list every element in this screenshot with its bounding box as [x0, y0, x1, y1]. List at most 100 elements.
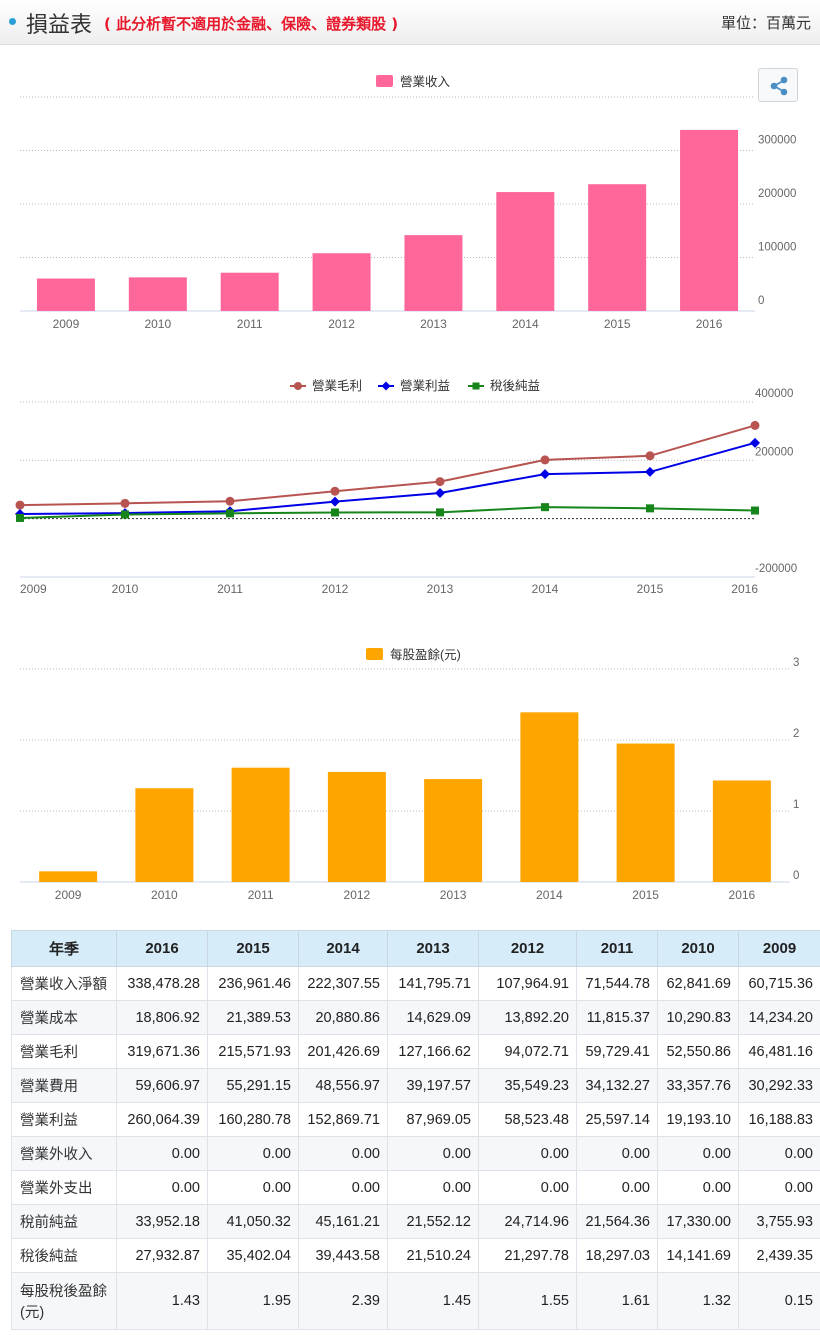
- x-axis-tick-label: 2013: [440, 888, 467, 902]
- legend-label: 營業利益: [400, 378, 450, 393]
- revenue-bar: [128, 277, 187, 311]
- x-axis-tick-label: 2016: [731, 582, 758, 596]
- row-label: 營業成本: [11, 1000, 117, 1035]
- eps-bar: [231, 767, 290, 882]
- table-cell-value: 45,161.21: [298, 1204, 388, 1239]
- y-axis-tick-label: 200000: [758, 188, 796, 200]
- table-cell-value: 215,571.93: [207, 1034, 299, 1069]
- data-point-marker: [750, 437, 760, 448]
- table-cell-value: 319,671.36: [116, 1034, 208, 1069]
- table-cell-value: 21,297.78: [478, 1238, 577, 1273]
- table-cell-value: 127,166.62: [387, 1034, 479, 1069]
- row-label: 營業毛利: [11, 1034, 117, 1069]
- revenue-bar: [588, 184, 647, 311]
- eps-bar: [327, 771, 386, 882]
- series-line: [19, 441, 756, 515]
- table-cell-value: 21,389.53: [207, 1000, 299, 1035]
- column-header-year: 2014: [298, 930, 388, 967]
- data-point-marker: [540, 455, 550, 465]
- income-statement-table: 年季 2016 2015 2014 2013 2012 2011 2010 2009 營業收入淨…: [11, 930, 820, 1330]
- y-axis-tick-label: 2: [793, 728, 799, 740]
- row-label: 營業外收入: [11, 1136, 117, 1171]
- x-axis-tick-label: 2013: [420, 317, 447, 331]
- x-axis-tick-label: 2014: [536, 888, 563, 902]
- data-point-marker: [646, 504, 654, 513]
- table-cell-value: 0.00: [738, 1170, 820, 1205]
- y-axis-tick-label: 0: [793, 870, 799, 882]
- x-axis-tick-label: 2011: [248, 888, 274, 902]
- legend-marker: [381, 381, 391, 391]
- column-header-year: 2010: [657, 930, 739, 967]
- data-point-marker: [331, 508, 339, 517]
- table-cell-value: 160,280.78: [207, 1102, 299, 1137]
- page-subtitle: ( 此分析暫不適用於金融、保險、證券類股 ): [104, 15, 399, 33]
- table-cell-value: 10,290.83: [657, 1000, 739, 1035]
- column-header-year: 2015: [207, 930, 299, 967]
- table-cell-value: 2.39: [298, 1272, 388, 1330]
- table-row: 營業收入淨額 338,478.28 236,961.46 222,307.55 141,…: [11, 966, 820, 1001]
- data-point-marker: [436, 508, 444, 517]
- table-cell-value: 14,234.20: [738, 1000, 820, 1035]
- table-cell-value: 59,729.41: [576, 1034, 658, 1069]
- column-header-year: 2013: [387, 930, 479, 967]
- table-cell-value: 0.00: [478, 1170, 577, 1205]
- eps-bar: [712, 780, 771, 882]
- table-cell-value: 2,439.35: [738, 1238, 820, 1273]
- eps-bar: [424, 779, 483, 882]
- table-cell-value: 11,815.37: [576, 1000, 658, 1035]
- table-cell-value: 0.00: [657, 1136, 739, 1171]
- y-axis-tick-label: 200000: [755, 446, 793, 458]
- table-cell-value: 0.00: [298, 1170, 388, 1205]
- table-cell-value: 1.32: [657, 1272, 739, 1330]
- y-axis-tick-label: 0: [758, 295, 764, 307]
- y-axis-tick-label: 300000: [758, 135, 796, 147]
- table-cell-value: 21,510.24: [387, 1238, 479, 1273]
- x-axis-tick-label: 2012: [322, 582, 349, 596]
- table-cell-value: 1.45: [387, 1272, 479, 1330]
- row-label: 稅後純益: [11, 1238, 117, 1273]
- table-cell-value: 14,141.69: [657, 1238, 739, 1273]
- x-axis-tick-label: 2014: [512, 317, 539, 331]
- table-cell-value: 25,597.14: [576, 1102, 658, 1137]
- row-label: 營業收入淨額: [11, 966, 117, 1001]
- table-cell-value: 0.00: [387, 1136, 479, 1171]
- x-axis-tick-label: 2016: [729, 888, 756, 902]
- table-cell-value: 33,357.76: [657, 1068, 739, 1103]
- legend-label: 營業毛利: [312, 378, 362, 393]
- series-line: [19, 506, 756, 519]
- table-cell-value: 0.00: [576, 1170, 658, 1205]
- share-button[interactable]: [758, 68, 798, 102]
- x-axis-tick-label: 2009: [20, 582, 47, 596]
- data-point-marker: [751, 506, 759, 515]
- table-cell-value: 0.00: [738, 1136, 820, 1171]
- table-cell-value: 35,402.04: [207, 1238, 299, 1273]
- data-point-marker: [645, 451, 655, 461]
- table-row: 稅前純益 33,952.18 41,050.32 45,161.21 21,552.12…: [11, 1204, 820, 1239]
- table-cell-value: 222,307.55: [298, 966, 388, 1001]
- table-cell-value: 62,841.69: [657, 966, 739, 1001]
- table-cell-value: 14,629.09: [387, 1000, 479, 1035]
- row-label: 營業利益: [11, 1102, 117, 1137]
- row-label: 稅前純益: [11, 1204, 117, 1239]
- table-cell-value: 19,193.10: [657, 1102, 739, 1137]
- page-header: 損益表 ( 此分析暫不適用於金融、保險、證券類股 ) 單位：百萬元: [0, 0, 820, 45]
- unit-label: 單位：百萬元: [720, 14, 811, 32]
- table-cell-value: 39,443.58: [298, 1238, 388, 1273]
- table-cell-value: 87,969.05: [387, 1102, 479, 1137]
- table-cell-value: 13,892.20: [478, 1000, 577, 1035]
- data-point-marker: [226, 509, 234, 518]
- table-cell-value: 55,291.15: [207, 1068, 299, 1103]
- table-cell-value: 33,952.18: [116, 1204, 208, 1239]
- data-point-marker: [330, 496, 340, 507]
- table-cell-value: 46,481.16: [738, 1034, 820, 1069]
- y-axis-tick-label: 1: [793, 799, 799, 811]
- table-cell-value: 1.43: [116, 1272, 208, 1330]
- table-row: 營業毛利 319,671.36 215,571.93 201,426.69 127,16…: [11, 1034, 820, 1069]
- table-cell-value: 16,188.83: [738, 1102, 820, 1137]
- revenue-bar: [36, 278, 95, 311]
- legend-label: 營業收入: [400, 74, 451, 89]
- table-row: 營業成本 18,806.92 21,389.53 20,880.86 14,629.09…: [11, 1000, 820, 1035]
- table-cell-value: 34,132.27: [576, 1068, 658, 1103]
- eps-bar-chart: 0 1 2 3 2009 2010 2011 2012 2013 2014 2015 2016 每股盈餘…: [20, 647, 799, 902]
- table-cell-value: 0.00: [657, 1170, 739, 1205]
